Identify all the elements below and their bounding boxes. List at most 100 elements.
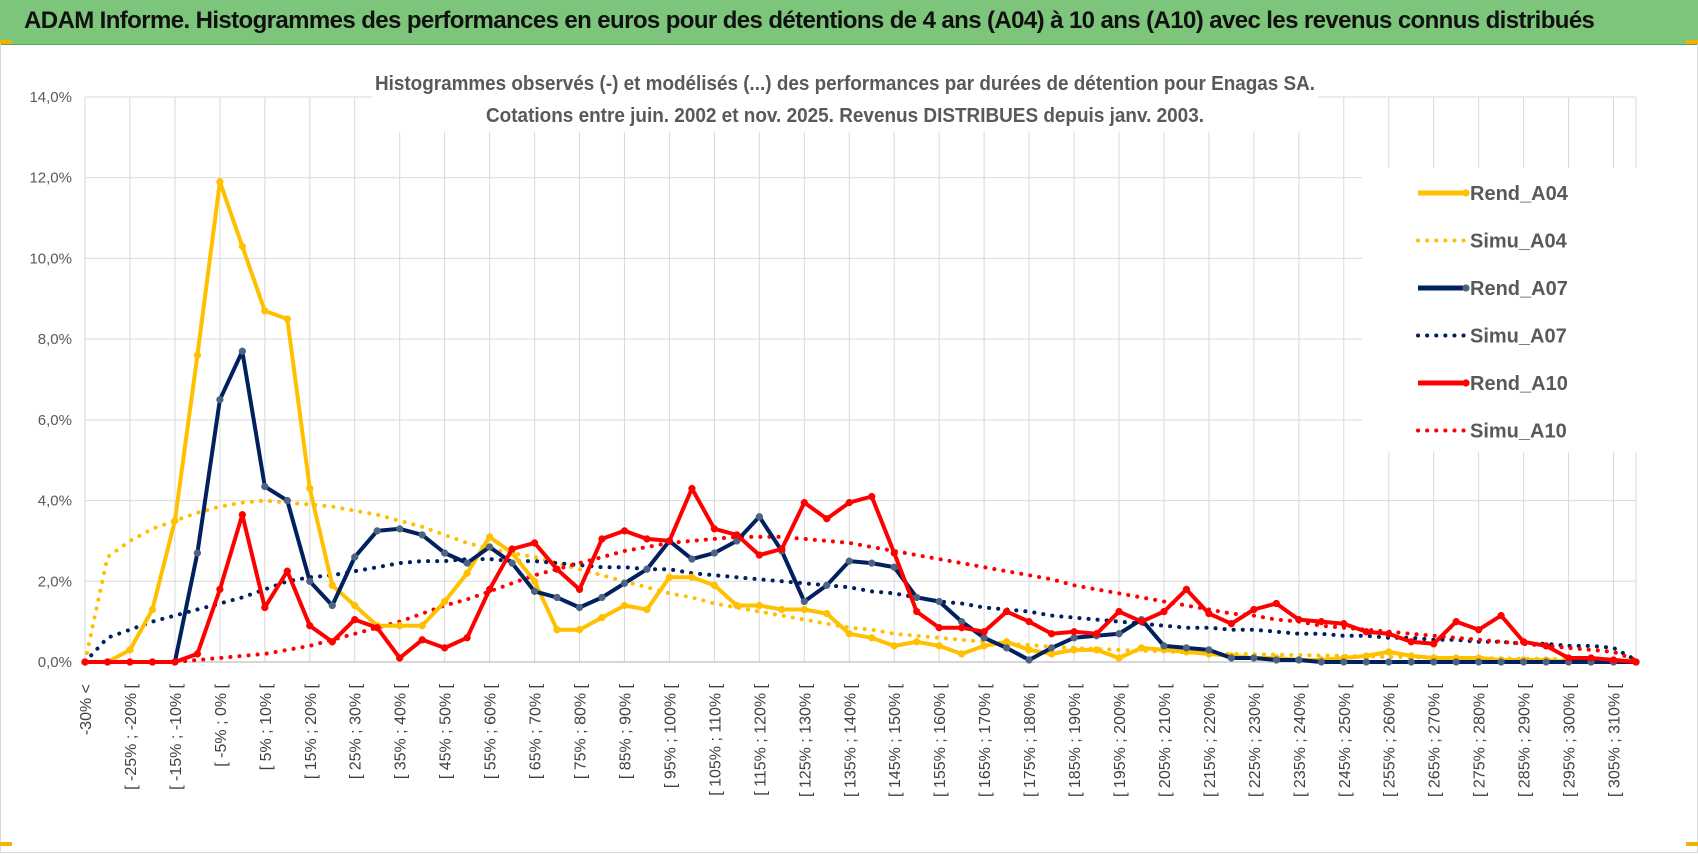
x-tick-label: [ -5% ; 0% [ <box>213 683 230 766</box>
data-point <box>1362 652 1370 660</box>
data-point <box>755 513 763 521</box>
x-tick-label: [ 205% ; 210% [ <box>1157 683 1174 797</box>
data-point <box>1205 646 1213 654</box>
data-point <box>1070 628 1078 636</box>
data-point <box>216 585 224 594</box>
legend-label: Simu_A07 <box>1470 326 1567 348</box>
data-point <box>396 622 404 630</box>
data-point <box>418 636 426 644</box>
data-point <box>126 646 134 654</box>
data-point <box>441 644 449 652</box>
legend-item-simu-a07: Simu_A07 <box>1416 326 1567 348</box>
data-point <box>958 650 966 658</box>
series-simu-a10 <box>83 534 1638 664</box>
data-point <box>530 587 539 596</box>
data-point <box>935 642 943 650</box>
legend-item-simu-a04: Simu_A04 <box>1416 231 1568 253</box>
data-point <box>1452 658 1460 666</box>
data-point <box>1564 654 1573 662</box>
x-tick-label: [ 245% ; 250% [ <box>1337 683 1354 797</box>
data-point <box>958 624 966 632</box>
series-line-rend-a04 <box>85 179 1636 664</box>
x-tick-label: [ 195% ; 200% [ <box>1112 683 1129 797</box>
data-point <box>868 634 876 642</box>
data-point <box>1475 626 1483 634</box>
data-point <box>665 573 674 581</box>
data-point <box>1362 628 1370 636</box>
x-tick-label: [ 5% ; 10% [ <box>258 683 275 770</box>
data-point <box>1407 652 1415 660</box>
data-point <box>1272 599 1280 608</box>
data-point <box>575 585 584 594</box>
x-tick-label: [ 215% ; 220% [ <box>1202 683 1219 797</box>
data-point <box>913 593 921 602</box>
data-point <box>148 605 157 614</box>
x-tick-label: [ 85% ; 90% [ <box>617 683 634 779</box>
x-tick-label: -30% < <box>78 684 95 735</box>
x-tick-label: [ 35% ; 40% [ <box>393 683 410 779</box>
corner-mark-bl <box>0 842 12 846</box>
data-point <box>1250 654 1258 662</box>
data-point <box>485 533 494 541</box>
data-point <box>935 624 943 632</box>
data-point <box>800 498 808 507</box>
data-point <box>328 638 336 646</box>
data-point <box>373 624 381 632</box>
data-point <box>1070 646 1078 654</box>
data-point <box>1115 607 1123 616</box>
data-point <box>958 617 966 626</box>
data-point <box>1160 642 1168 650</box>
legend-item-rend-a10: Rend_A10 <box>1418 373 1568 395</box>
data-point <box>1047 650 1056 658</box>
data-point <box>1385 648 1393 656</box>
x-tick-label: [ 305% ; 310% [ <box>1607 683 1624 797</box>
data-point <box>1362 658 1370 666</box>
data-point <box>261 482 269 491</box>
data-point <box>778 605 786 614</box>
x-tick-label: [ -25% ; -20% [ <box>123 683 140 789</box>
data-point <box>643 605 651 614</box>
data-point <box>1295 615 1303 624</box>
data-point <box>126 658 134 666</box>
data-point <box>823 609 831 618</box>
data-point <box>733 601 741 610</box>
data-point <box>463 559 471 567</box>
y-axis: 0,0% 2,0% 4,0% 6,0% 8,0% 10,0% 12,0% 14,0% <box>29 89 72 671</box>
data-point <box>913 638 921 646</box>
data-point <box>530 539 539 547</box>
data-point <box>1182 644 1191 652</box>
data-point <box>283 496 291 505</box>
data-point <box>553 565 561 573</box>
data-point <box>845 557 853 565</box>
data-point <box>575 603 584 612</box>
legend-label: Rend_A10 <box>1470 373 1568 395</box>
data-point <box>553 593 561 602</box>
x-tick-label: [ 55% ; 60% [ <box>483 683 500 779</box>
data-point <box>351 601 359 610</box>
data-point <box>396 654 404 662</box>
report-banner: ADAM Informe. Histogrammes des performan… <box>0 0 1698 45</box>
data-point <box>1295 656 1303 664</box>
chart-legend: Rend_A04 Simu_A04 Rend_A07 Simu_A07 Rend_A10… <box>1416 183 1569 443</box>
data-point <box>418 622 426 630</box>
data-point <box>890 549 898 557</box>
data-point <box>823 581 831 589</box>
data-point <box>980 628 988 636</box>
series-line-rend-a07 <box>85 349 1636 664</box>
y-tick-label: 4,0% <box>38 493 72 510</box>
corner-mark-br <box>1686 842 1698 846</box>
data-point <box>1430 658 1438 666</box>
data-point <box>868 492 876 501</box>
data-point <box>1205 609 1213 618</box>
y-tick-label: 2,0% <box>38 573 72 590</box>
y-tick-label: 10,0% <box>29 250 72 267</box>
data-point <box>193 650 202 658</box>
legend-marker <box>1462 379 1470 387</box>
data-point <box>688 484 696 493</box>
data-point <box>261 307 269 315</box>
x-tick-label: [ 135% ; 140% [ <box>842 683 859 797</box>
data-point <box>1587 654 1595 662</box>
x-tick-label: [ 25% ; 30% [ <box>348 683 365 779</box>
data-point <box>508 545 516 553</box>
data-point <box>1160 607 1168 616</box>
